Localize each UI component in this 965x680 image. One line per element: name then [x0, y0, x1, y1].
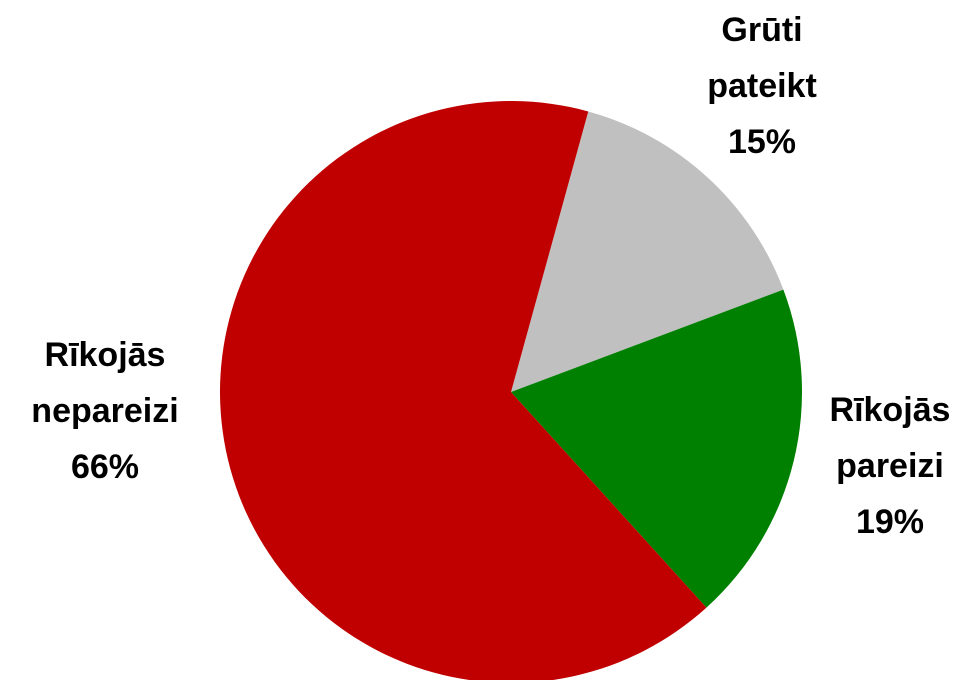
pie-slice — [511, 111, 784, 392]
pie-slice — [511, 289, 803, 608]
value-label: 15% — [727, 123, 797, 161]
value-label: 66% — [70, 448, 140, 486]
slice-label: Grūti pateikt 15% — [672, 2, 852, 170]
category-name: Grūti pateikt — [707, 11, 817, 105]
value-label: 19% — [855, 503, 925, 541]
category-name: Rīkojās nepareizi — [31, 336, 179, 430]
category-name: Rīkojās pareizi — [829, 391, 951, 485]
slice-label: Rīkojās nepareizi 66% — [10, 327, 200, 495]
slice-label: Rīkojās pareizi 19% — [800, 382, 965, 550]
pie-slice — [220, 101, 707, 680]
